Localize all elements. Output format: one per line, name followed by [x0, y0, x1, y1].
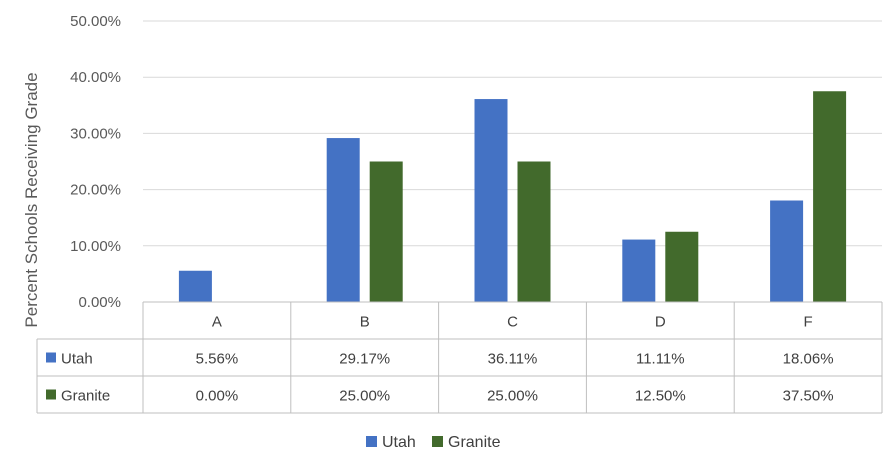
x-tick-label: D [655, 314, 666, 331]
y-axis-ticks: 0.00% 10.00% 20.00% 30.00% 40.00% 50.00% [70, 13, 121, 311]
table-cell-value: 18.06% [783, 351, 834, 368]
y-tick-label: 0.00% [78, 294, 121, 311]
y-tick-label: 20.00% [70, 182, 121, 199]
legend-label: Utah [382, 434, 416, 451]
y-tick-label: 30.00% [70, 125, 121, 142]
x-tick-label: C [507, 314, 518, 331]
x-tick-label: F [804, 314, 813, 331]
table-cell-value: 12.50% [635, 388, 686, 405]
y-axis-label: Percent Schools Receiving Grade [22, 72, 41, 327]
table-cell-value: 5.56% [196, 351, 239, 368]
bar-granite-d [665, 231, 699, 302]
gridlines [143, 20, 882, 247]
bar-utah-a [178, 270, 212, 302]
bar-granite-f [813, 91, 847, 302]
y-tick-label: 10.00% [70, 238, 121, 255]
bar-utah-c [474, 99, 508, 302]
table-cell-value: 36.11% [488, 351, 538, 368]
table-series-name: Utah [61, 351, 93, 368]
bar-utah-f [770, 200, 804, 302]
x-tick-label: B [360, 314, 370, 331]
x-tick-label: A [212, 314, 222, 331]
bar-utah-d [622, 239, 656, 302]
data-table: A B C D F Utah 5.56% 29.17% 36.11% 11.11% 18.06% Gr… [36, 301, 883, 414]
table-cell-value: 0.00% [196, 388, 239, 405]
legend-key-granite [432, 436, 443, 447]
legend: Utah Granite [366, 434, 501, 451]
bar-utah-b [326, 138, 360, 302]
bar-granite-c [517, 161, 551, 302]
legend-label: Granite [448, 434, 501, 451]
table-legend-key-granite [46, 389, 56, 400]
legend-key-utah [366, 436, 377, 447]
table-legend-key-utah [46, 352, 56, 363]
y-tick-label: 50.00% [70, 13, 121, 30]
table-cell-value: 37.50% [783, 388, 834, 405]
table-cell-value: 25.00% [339, 388, 390, 405]
table-cell-value: 29.17% [339, 351, 390, 368]
table-series-name: Granite [61, 388, 110, 405]
bar-granite-b [369, 161, 403, 302]
table-cell-value: 11.11% [636, 351, 685, 368]
table-cell-value: 25.00% [487, 388, 538, 405]
y-tick-label: 40.00% [70, 69, 121, 86]
bars [178, 91, 847, 302]
